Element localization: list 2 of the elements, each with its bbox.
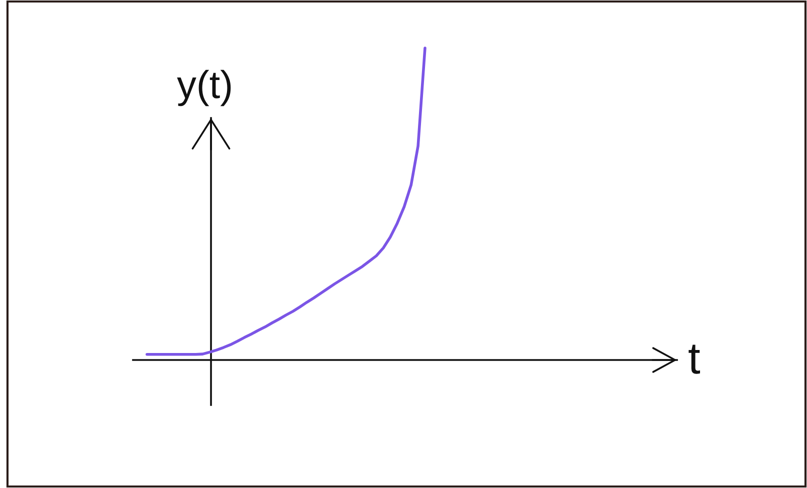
y-axis-title: y(t) — [177, 70, 231, 106]
text: t — [688, 344, 700, 374]
